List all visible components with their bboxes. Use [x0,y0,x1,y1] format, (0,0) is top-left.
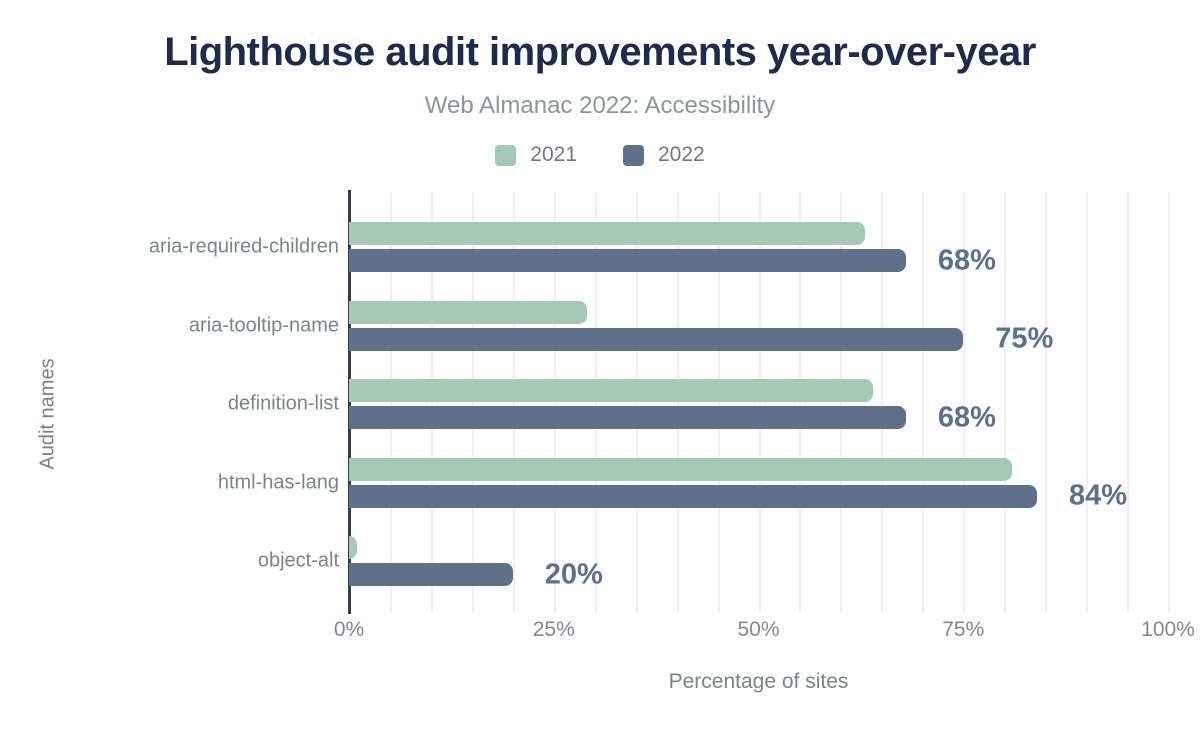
category-label: aria-required-children [148,235,339,258]
category-label: aria-tooltip-name [188,314,339,337]
x-tick-label: 75% [942,618,985,641]
gridline [922,192,925,612]
x-tick-label: 0% [333,618,365,641]
gridline [1127,192,1130,612]
x-tick-label: 50% [737,618,780,641]
bar-2022 [349,484,1037,508]
category-label: html-has-lang [217,471,339,494]
gridline [881,192,884,612]
value-label: 20% [544,558,603,591]
bar-2021 [349,457,1013,481]
value-label: 84% [1068,479,1127,512]
category-label: definition-list [227,392,339,415]
bar-2022 [349,249,906,272]
gridline [1045,192,1048,612]
legend: 2021 2022 [0,143,1200,167]
legend-item-2022: 2022 [623,143,705,167]
legend-item-2021: 2021 [495,143,577,167]
legend-label-2021: 2021 [530,143,577,166]
gridline [1004,192,1007,612]
bar-2021 [349,222,865,245]
value-label: 75% [995,322,1054,355]
value-label: 68% [937,401,996,434]
gridline [963,192,966,612]
bar-2021 [349,379,874,403]
category-label: object-alt [257,549,339,572]
bar-2022 [349,563,513,587]
bar-2021 [349,300,587,324]
legend-swatch-2022 [623,144,644,166]
x-tick-label: 25% [532,618,575,641]
x-axis-title: Percentage of sites [668,670,849,693]
legend-swatch-2021 [495,144,517,166]
bar-2022 [349,327,964,351]
plot-area: aria-required-children 68% aria-tooltip-na… [149,190,1195,641]
chart-title: Lighthouse audit improvements year-over-… [164,30,1036,74]
legend-label-2022: 2022 [658,143,705,166]
x-tick-label: 100% [1141,618,1195,641]
gridline [1086,192,1089,612]
bar-2022 [349,406,906,430]
gridline [1168,192,1170,612]
value-label: 68% [937,244,996,276]
chart-subtitle: Web Almanac 2022: Accessibility [424,92,776,119]
bar-2021 [349,536,358,560]
